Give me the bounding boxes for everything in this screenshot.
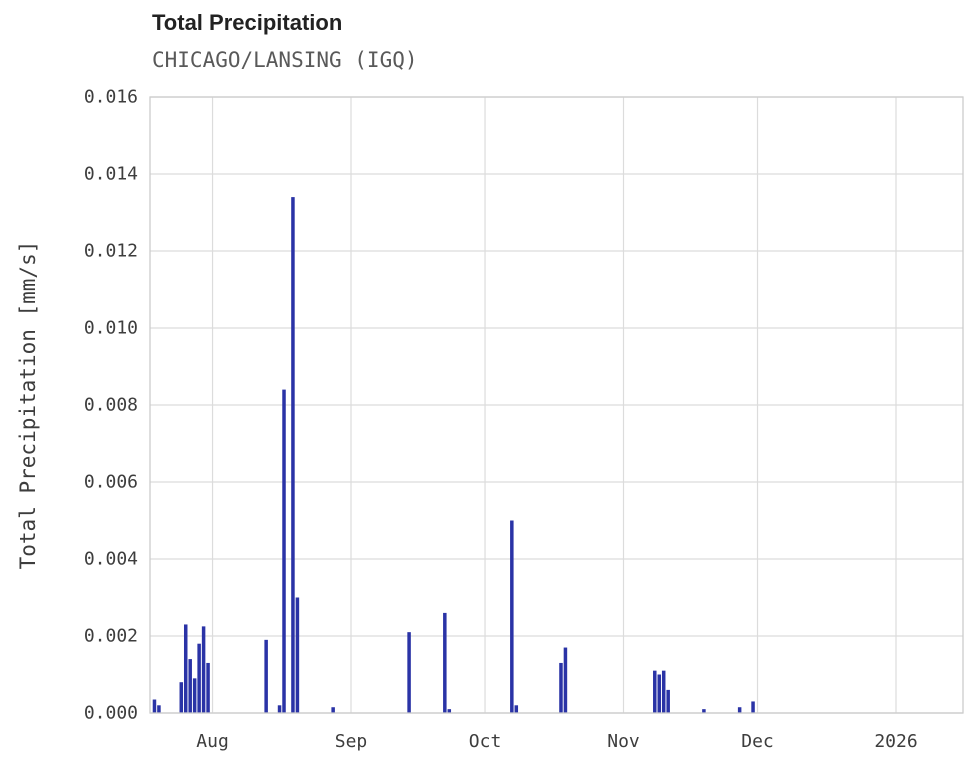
bar	[295, 597, 300, 713]
plot-border	[149, 96, 964, 714]
bar	[737, 707, 742, 713]
bar	[157, 705, 161, 713]
y-tick-label: 0.008	[84, 395, 138, 416]
bar	[653, 670, 657, 713]
y-tick-label: 0.014	[84, 164, 138, 185]
y-tick-label: 0.006	[84, 472, 138, 493]
bar	[661, 670, 666, 713]
bar	[331, 707, 335, 713]
bar	[264, 639, 268, 713]
y-axis-label: Total Precipitation [mm/s]	[16, 240, 40, 570]
bar	[179, 682, 184, 713]
chart-title: Total Precipitation	[152, 10, 343, 35]
x-tick-label: Dec	[741, 731, 774, 752]
chart-subtitle: CHICAGO/LANSING (IGQ)	[152, 48, 418, 72]
bar	[510, 520, 514, 713]
y-tick-label: 0.016	[84, 87, 138, 108]
y-tick-label: 0.000	[84, 703, 138, 724]
bar	[201, 626, 206, 713]
bar	[443, 612, 447, 713]
bar	[447, 709, 452, 713]
bar	[206, 662, 210, 713]
bar	[407, 632, 411, 713]
bar	[666, 689, 670, 713]
bar	[197, 643, 201, 713]
bar	[702, 709, 706, 713]
y-tick-label: 0.004	[84, 549, 138, 570]
bar	[183, 624, 188, 713]
bar	[751, 701, 755, 713]
x-tick-label: Sep	[335, 731, 368, 752]
bar	[192, 678, 197, 713]
y-tick-label: 0.010	[84, 318, 138, 339]
x-tick-label: Aug	[196, 731, 229, 752]
y-tick-label: 0.012	[84, 241, 138, 262]
bar	[514, 705, 519, 713]
bar	[152, 699, 157, 713]
bar	[277, 705, 282, 713]
y-tick-label: 0.002	[84, 626, 138, 647]
bar	[291, 197, 295, 714]
bar	[282, 389, 286, 713]
bar	[559, 662, 563, 713]
x-tick-label: 2026	[874, 731, 917, 752]
x-tick-label: Nov	[607, 731, 640, 752]
bar	[657, 674, 661, 713]
bar	[188, 659, 192, 713]
x-tick-label: Oct	[469, 731, 502, 752]
bar	[563, 647, 568, 713]
